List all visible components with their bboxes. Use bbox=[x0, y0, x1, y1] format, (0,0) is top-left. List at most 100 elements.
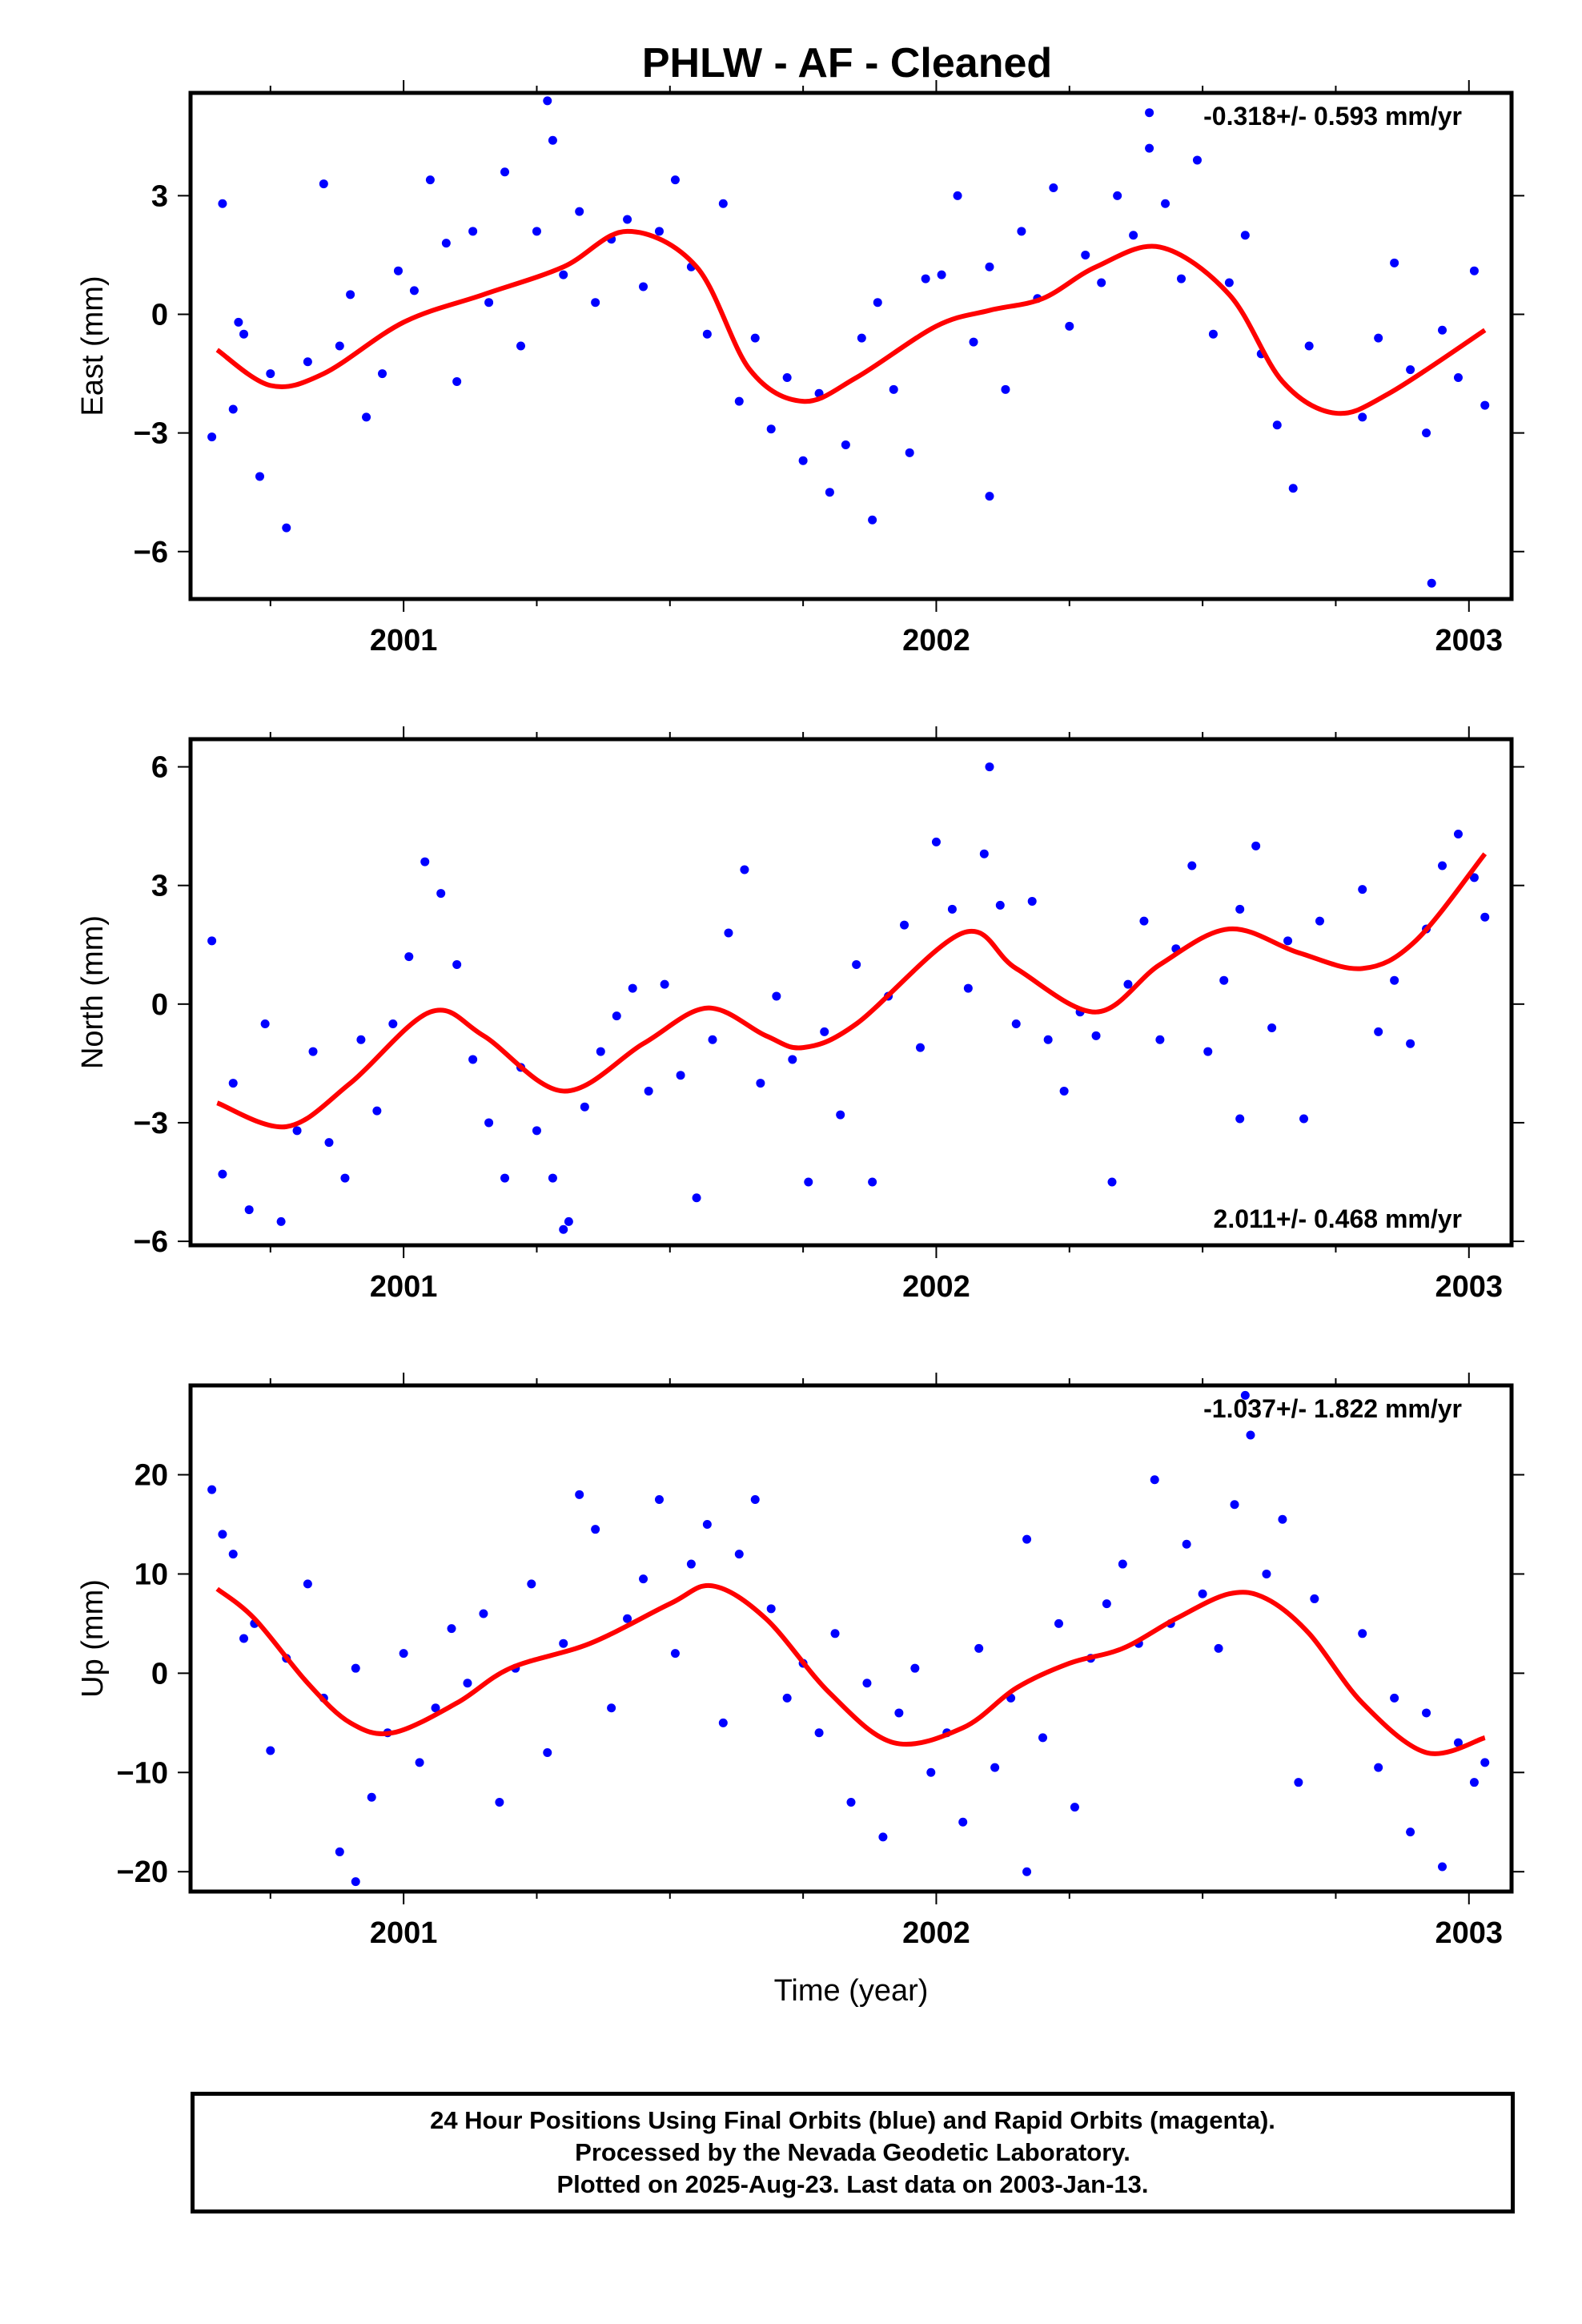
data-point bbox=[1192, 155, 1202, 165]
data-point bbox=[596, 1047, 605, 1056]
data-point bbox=[452, 376, 462, 386]
data-point bbox=[756, 1079, 765, 1088]
data-point bbox=[1262, 1569, 1271, 1578]
data-point bbox=[724, 928, 733, 938]
data-point bbox=[1001, 384, 1010, 394]
data-point bbox=[1310, 1594, 1319, 1603]
data-point bbox=[372, 1106, 382, 1116]
data-point bbox=[1059, 1086, 1069, 1096]
data-point bbox=[1118, 1559, 1127, 1569]
data-point bbox=[1315, 916, 1324, 926]
plot-frame bbox=[188, 90, 1514, 601]
footer-line-3: Plotted on 2025-Aug-23. Last data on 200… bbox=[556, 2170, 1149, 2198]
data-point bbox=[947, 904, 957, 914]
data-point bbox=[734, 396, 744, 406]
data-point bbox=[910, 1663, 920, 1673]
data-point bbox=[1091, 1031, 1101, 1040]
data-point bbox=[926, 1767, 936, 1777]
data-point bbox=[420, 857, 430, 866]
data-point bbox=[1224, 278, 1234, 287]
data-point bbox=[404, 952, 414, 962]
data-point bbox=[207, 432, 217, 442]
data-point bbox=[292, 1126, 302, 1136]
data-point bbox=[1288, 484, 1298, 493]
data-point bbox=[1182, 1539, 1191, 1549]
data-point bbox=[985, 762, 994, 772]
panel-east: 2001 2002 2003 −6 −3 0 3 -0.318+/- 0.593 mm/yr E… bbox=[76, 80, 1524, 657]
data-point bbox=[393, 266, 403, 275]
data-point bbox=[346, 290, 355, 300]
data-point bbox=[607, 1703, 616, 1713]
data-point bbox=[612, 1011, 621, 1021]
data-point bbox=[575, 1490, 584, 1499]
data-point bbox=[1139, 916, 1149, 926]
data-point bbox=[889, 384, 898, 394]
data-point bbox=[953, 191, 962, 200]
data-point bbox=[868, 1177, 877, 1187]
data-point bbox=[905, 448, 914, 457]
data-point bbox=[782, 373, 792, 382]
data-point bbox=[1304, 341, 1314, 351]
data-point bbox=[654, 227, 664, 236]
rate-label: 2.011+/- 0.468 mm/yr bbox=[1214, 1204, 1462, 1233]
data-point bbox=[1038, 1733, 1048, 1743]
data-point bbox=[559, 1638, 568, 1648]
data-point bbox=[1358, 885, 1367, 895]
data-point bbox=[862, 1679, 872, 1688]
data-point bbox=[1453, 830, 1463, 838]
data-point bbox=[1438, 1862, 1447, 1872]
x-tick-label: 2001 bbox=[370, 624, 438, 657]
data-point bbox=[436, 889, 446, 899]
data-point bbox=[1469, 873, 1479, 883]
data-point bbox=[228, 404, 238, 414]
data-point bbox=[1208, 329, 1218, 339]
data-point bbox=[718, 1718, 728, 1727]
data-point bbox=[244, 1205, 254, 1215]
data-point bbox=[516, 341, 525, 351]
data-point bbox=[207, 936, 217, 946]
data-point bbox=[388, 1019, 398, 1028]
data-layer bbox=[207, 1390, 1490, 1887]
data-point bbox=[639, 1574, 648, 1584]
y-tick-label: −3 bbox=[134, 1107, 168, 1140]
data-point bbox=[1358, 1629, 1367, 1638]
data-point bbox=[654, 1495, 664, 1505]
data-point bbox=[974, 1643, 984, 1653]
x-tick-label: 2002 bbox=[902, 624, 970, 657]
data-point bbox=[1235, 1114, 1245, 1124]
data-point bbox=[1469, 266, 1479, 275]
data-point bbox=[218, 1530, 227, 1539]
data-point bbox=[324, 1138, 334, 1148]
data-point bbox=[628, 983, 637, 993]
data-point bbox=[1219, 975, 1229, 985]
data-point bbox=[1358, 412, 1367, 422]
data-point bbox=[995, 900, 1005, 910]
data-point bbox=[1278, 1514, 1287, 1524]
data-point bbox=[266, 1746, 275, 1755]
data-point bbox=[1235, 904, 1245, 914]
data-point bbox=[1283, 936, 1293, 946]
data-point bbox=[266, 369, 275, 379]
data-point bbox=[362, 412, 371, 422]
panel-up: 2001 2002 2003 −20 −10 0 10 20 -1.037+/- 1.822 m… bbox=[76, 1373, 1524, 2008]
data-point bbox=[1406, 1039, 1415, 1048]
footer-line-2: Processed by the Nevada Geodetic Laborat… bbox=[575, 2138, 1130, 2166]
data-point bbox=[1374, 333, 1383, 343]
data-point bbox=[548, 1173, 557, 1183]
panel-north: 2001 2002 2003 −6 −3 0 3 6 2.011+/- 0.468 mm/yr N… bbox=[76, 726, 1524, 1304]
data-point bbox=[857, 333, 866, 343]
data-point bbox=[409, 286, 419, 296]
data-point bbox=[1480, 400, 1490, 410]
data-point bbox=[228, 1079, 238, 1088]
data-point bbox=[782, 1693, 792, 1703]
data-point bbox=[282, 523, 291, 533]
data-point bbox=[1177, 274, 1186, 283]
data-point bbox=[963, 983, 973, 993]
data-point bbox=[559, 1224, 568, 1234]
data-point bbox=[740, 865, 749, 875]
data-point bbox=[1113, 191, 1122, 200]
data-point bbox=[1406, 365, 1415, 375]
data-point bbox=[1246, 1430, 1255, 1440]
data-point bbox=[308, 1047, 318, 1056]
y-axis-label: North (mm) bbox=[76, 915, 110, 1069]
